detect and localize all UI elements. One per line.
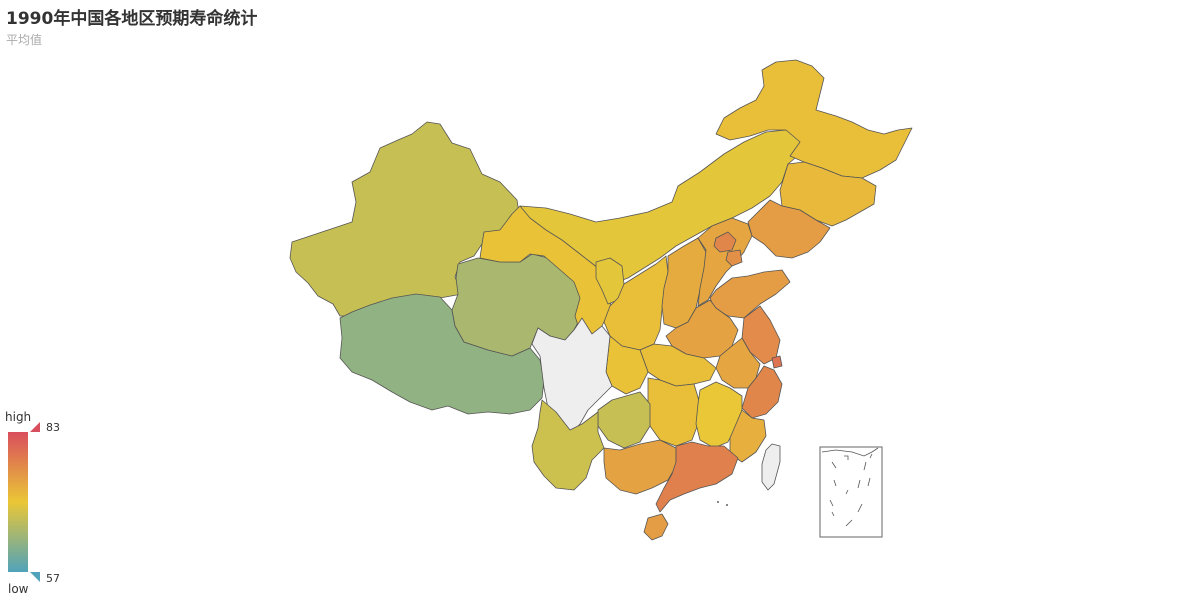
- region-guangdong[interactable]: [655, 441, 739, 513]
- chart-subtitle: 平均值: [6, 33, 43, 47]
- small-islands: [717, 501, 728, 506]
- visual-map-high-handle[interactable]: [30, 422, 40, 432]
- region-tibet[interactable]: [339, 293, 545, 415]
- region-shaanxi[interactable]: [603, 255, 669, 351]
- region-guangxi[interactable]: [603, 439, 677, 495]
- visual-map-min-value: 57: [46, 572, 60, 585]
- visual-map-high-label: high: [5, 410, 31, 424]
- region-liaoning[interactable]: [747, 199, 831, 259]
- region-shanghai[interactable]: [771, 355, 783, 369]
- inset-coastline: [821, 447, 879, 457]
- region-yunnan[interactable]: [531, 399, 605, 491]
- inset-islands: [829, 453, 873, 527]
- region-fujian[interactable]: [729, 409, 767, 463]
- region-taiwan: [761, 443, 781, 491]
- chart-title: 1990年中国各地区预期寿命统计: [6, 9, 258, 29]
- visual-map-low-handle[interactable]: [30, 572, 40, 582]
- region-tianjin[interactable]: [725, 249, 743, 267]
- south-china-sea-inset: [819, 446, 883, 538]
- visual-map-low-label: low: [8, 582, 29, 596]
- visual-map-max-value: 83: [46, 421, 60, 434]
- region-sichuan: [531, 317, 613, 433]
- region-heilongjiang[interactable]: [715, 59, 913, 179]
- region-hainan[interactable]: [643, 513, 669, 541]
- visual-map-gradient-bar[interactable]: [8, 432, 28, 572]
- inset-frame: [819, 446, 883, 538]
- province-layer: [289, 59, 913, 541]
- region-guizhou[interactable]: [597, 391, 651, 449]
- inset-island-small: [844, 455, 849, 460]
- region-beijing[interactable]: [713, 231, 737, 253]
- region-zhejiang[interactable]: [741, 365, 783, 419]
- visual-map-legend: high 83 57 low: [5, 410, 60, 596]
- region-hebei[interactable]: [697, 217, 753, 307]
- region-hubei[interactable]: [639, 343, 717, 387]
- region-hunan[interactable]: [647, 377, 701, 447]
